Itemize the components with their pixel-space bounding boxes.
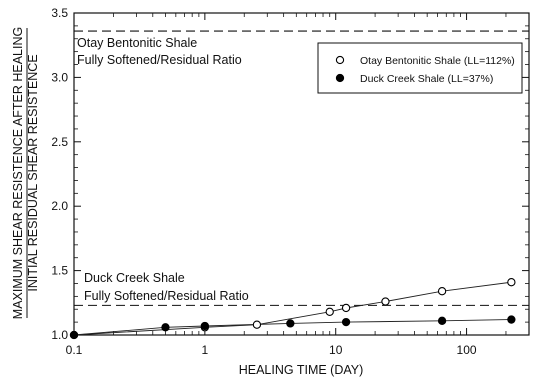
y-axis-title-line2: INITIAL RESIDUAL SHEAR RESISTENCE — [26, 54, 40, 291]
data-point-duck — [437, 316, 447, 325]
x-tick-label: 100 — [457, 343, 477, 357]
y-tick-label: 3.5 — [51, 6, 68, 20]
reference-lines — [74, 30, 529, 306]
y-tick-label: 2.0 — [51, 199, 68, 213]
legend-marker-duck — [335, 73, 345, 83]
y-tick-label: 2.5 — [51, 135, 68, 149]
data-point-otay — [381, 297, 390, 306]
legend: Otay Bentonitic Shale (LL=112%) Duck Cre… — [317, 42, 523, 94]
series-layer — [69, 278, 516, 340]
data-point-duck — [341, 317, 351, 327]
data-point-otay — [507, 278, 516, 287]
y-tick-label: 1.0 — [51, 328, 68, 342]
ref-label-duck-line1: Duck Creek Shale — [84, 271, 185, 285]
data-point-otay — [341, 303, 351, 313]
plot-frame — [73, 12, 530, 336]
data-point-duck — [161, 323, 170, 332]
y-tick-label: 3.0 — [51, 70, 68, 84]
series-line-otay — [73, 281, 512, 336]
tick-marks — [73, 12, 530, 336]
ref-label-duck-line2: Fully Softened/Residual Ratio — [84, 289, 249, 303]
ref-label-otay-line2: Fully Softened/Residual Ratio — [77, 53, 242, 67]
data-point-otay — [437, 287, 447, 296]
y-tick-label: 1.5 — [51, 264, 68, 278]
x-axis-title: HEALING TIME (DAY) — [239, 363, 364, 377]
data-point-duck — [200, 321, 210, 331]
data-point-otay — [325, 307, 334, 316]
legend-label-duck: Duck Creek Shale (LL=37%) — [360, 73, 493, 85]
data-point-duck — [69, 330, 79, 340]
ref-label-otay-line1: Otay Bentonitic Shale — [77, 36, 197, 50]
data-point-duck — [286, 319, 295, 328]
x-tick-label: 10 — [329, 343, 343, 357]
legend-box — [317, 42, 523, 94]
legend-marker-otay — [335, 55, 345, 65]
x-tick-label: 0.1 — [66, 343, 83, 357]
legend-label-otay: Otay Bentonitic Shale (LL=112%) — [360, 55, 515, 67]
y-axis-title-line1: MAXIMUM SHEAR RESISTENCE AFTER HEALING — [11, 27, 25, 319]
data-point-otay — [252, 320, 262, 329]
data-point-duck — [507, 315, 516, 324]
x-tick-label: 1 — [202, 343, 209, 357]
